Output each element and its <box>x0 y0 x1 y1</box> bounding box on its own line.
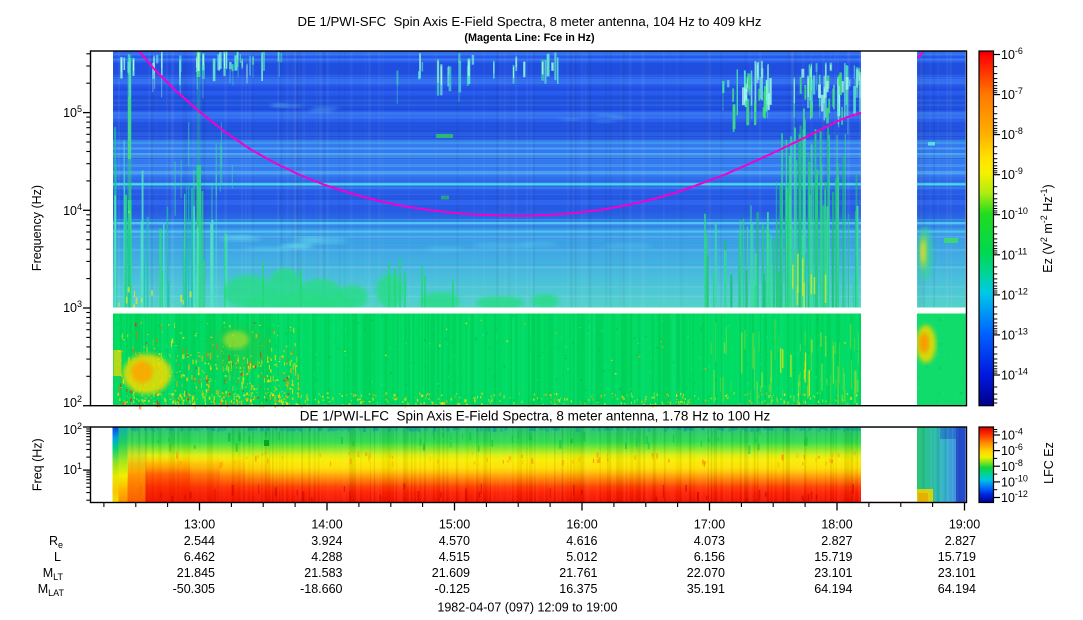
svg-text:21.761: 21.761 <box>559 566 597 580</box>
svg-text:64.194: 64.194 <box>938 582 976 596</box>
svg-text:17:00: 17:00 <box>694 518 725 532</box>
svg-text:(Magenta Line: Fce in Hz): (Magenta Line: Fce in Hz) <box>464 32 595 44</box>
svg-text:Frequency (Hz): Frequency (Hz) <box>30 185 44 271</box>
svg-text:16.375: 16.375 <box>559 582 597 596</box>
svg-text:5.012: 5.012 <box>566 550 597 564</box>
svg-text:15.719: 15.719 <box>938 550 976 564</box>
svg-text:64.194: 64.194 <box>814 582 852 596</box>
svg-text:35.191: 35.191 <box>687 582 725 596</box>
svg-text:4.616: 4.616 <box>566 534 597 548</box>
svg-text:1982-04-07 (097) 12:09 to 19:0: 1982-04-07 (097) 12:09 to 19:00 <box>437 601 617 615</box>
svg-text:-50.305: -50.305 <box>173 582 215 596</box>
svg-text:Freq (Hz): Freq (Hz) <box>31 438 45 491</box>
svg-text:-0.125: -0.125 <box>435 582 470 596</box>
svg-text:2.544: 2.544 <box>184 534 215 548</box>
svg-text:16:00: 16:00 <box>566 518 597 532</box>
svg-text:L: L <box>54 550 61 564</box>
svg-text:LFC Ez: LFC Ez <box>1042 442 1056 484</box>
svg-text:DE 1/PWI-LFC Spin Axis E-Fiel: DE 1/PWI-LFC Spin Axis E-Field Spectra, … <box>300 409 771 424</box>
svg-text:2.827: 2.827 <box>945 534 976 548</box>
svg-text:13:00: 13:00 <box>184 518 215 532</box>
svg-text:22.070: 22.070 <box>687 566 725 580</box>
svg-text:14:00: 14:00 <box>311 518 342 532</box>
svg-text:23.101: 23.101 <box>938 566 976 580</box>
svg-text:6.462: 6.462 <box>184 550 215 564</box>
svg-text:18:00: 18:00 <box>821 518 852 532</box>
svg-text:4.288: 4.288 <box>311 550 342 564</box>
svg-text:-18.660: -18.660 <box>300 582 342 596</box>
svg-text:21.583: 21.583 <box>304 566 342 580</box>
svg-text:15.719: 15.719 <box>814 550 852 564</box>
svg-text:6.156: 6.156 <box>694 550 725 564</box>
svg-text:4.570: 4.570 <box>439 534 470 548</box>
svg-text:4.073: 4.073 <box>694 534 725 548</box>
svg-text:23.101: 23.101 <box>814 566 852 580</box>
svg-text:2.827: 2.827 <box>821 534 852 548</box>
svg-text:21.845: 21.845 <box>177 566 215 580</box>
svg-text:19:00: 19:00 <box>949 518 980 532</box>
svg-text:21.609: 21.609 <box>432 566 470 580</box>
svg-text:15:00: 15:00 <box>439 518 470 532</box>
svg-text:4.515: 4.515 <box>439 550 470 564</box>
svg-text:DE 1/PWI-SFC Spin Axis E-Fiel: DE 1/PWI-SFC Spin Axis E-Field Spectra, … <box>298 14 762 29</box>
svg-text:3.924: 3.924 <box>311 534 342 548</box>
svg-text:Ez (V2 m-2 Hz-1): Ez (V2 m-2 Hz-1) <box>1039 184 1055 272</box>
